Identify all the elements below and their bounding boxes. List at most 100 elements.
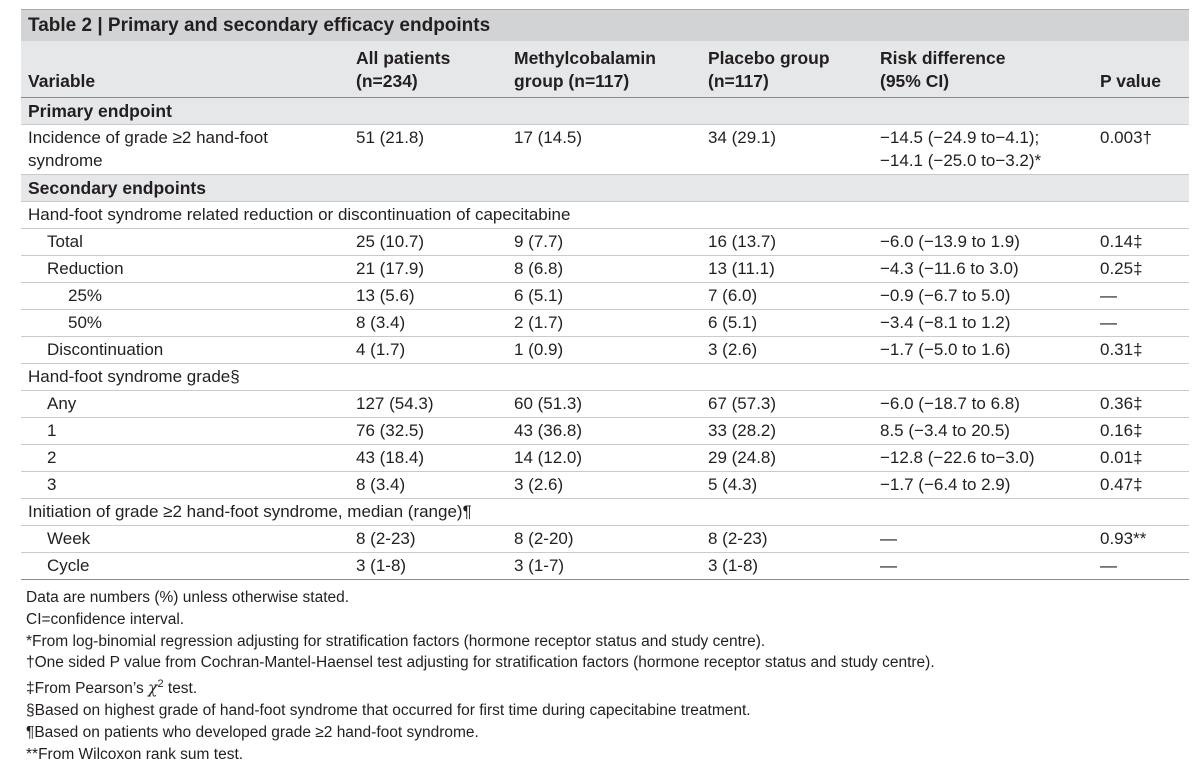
cell-placebo: 33 (28.2) bbox=[701, 417, 873, 445]
cell-risk: −3.4 (−8.1 to 1.2) bbox=[873, 309, 1093, 337]
table-row: 50% 8 (3.4) 2 (1.7) 6 (5.1) −3.4 (−8.1 t… bbox=[21, 309, 1189, 337]
cell-p: 0.36‡ bbox=[1093, 390, 1189, 418]
table-row: Discontinuation 4 (1.7) 1 (0.9) 3 (2.6) … bbox=[21, 336, 1189, 364]
table-row: Any 127 (54.3) 60 (51.3) 67 (57.3) −6.0 … bbox=[21, 390, 1189, 418]
cell-placebo: 6 (5.1) bbox=[701, 309, 873, 337]
cell-p: — bbox=[1093, 552, 1189, 580]
section-title: Secondary endpoints bbox=[21, 174, 1189, 202]
cell-variable: Reduction bbox=[21, 255, 349, 283]
header-placebo: Placebo group (n=117) bbox=[701, 41, 873, 98]
cell-all: 13 (5.6) bbox=[349, 282, 507, 310]
cell-risk: 8.5 (−3.4 to 20.5) bbox=[873, 417, 1093, 445]
cell-methyl: 6 (5.1) bbox=[507, 282, 701, 310]
cell-placebo: 67 (57.3) bbox=[701, 390, 873, 418]
efficacy-table: Variable All patients (n=234) Methylcobal… bbox=[21, 41, 1189, 580]
cell-risk: −6.0 (−13.9 to 1.9) bbox=[873, 228, 1093, 256]
cell-risk: −1.7 (−6.4 to 2.9) bbox=[873, 471, 1093, 499]
cell-methyl: 8 (6.8) bbox=[507, 255, 701, 283]
cell-p: 0.01‡ bbox=[1093, 444, 1189, 472]
cell-all: 25 (10.7) bbox=[349, 228, 507, 256]
header-p-value: P value bbox=[1093, 41, 1189, 98]
cell-methyl: 43 (36.8) bbox=[507, 417, 701, 445]
table-row: 1 76 (32.5) 43 (36.8) 33 (28.2) 8.5 (−3.… bbox=[21, 417, 1189, 445]
cell-variable: 2 bbox=[21, 444, 349, 472]
table-title: Table 2 | Primary and secondary efficacy… bbox=[21, 9, 1189, 41]
group-row: Hand-foot syndrome grade§ bbox=[21, 363, 1189, 391]
cell-risk: −12.8 (−22.6 to−3.0) bbox=[873, 444, 1093, 472]
cell-risk: −0.9 (−6.7 to 5.0) bbox=[873, 282, 1093, 310]
cell-p: 0.16‡ bbox=[1093, 417, 1189, 445]
footnote: *From log-binomial regression adjusting … bbox=[26, 632, 766, 650]
table-row: 3 8 (3.4) 3 (2.6) 5 (4.3) −1.7 (−6.4 to … bbox=[21, 471, 1189, 499]
cell-risk: −14.5 (−24.9 to−4.1); −14.1 (−25.0 to−3.2… bbox=[873, 124, 1093, 175]
efficacy-table-container: Table 2 | Primary and secondary efficacy… bbox=[21, 9, 1189, 766]
cell-variable: Incidence of grade ≥2 hand-foot syndrome bbox=[21, 124, 349, 175]
table-row: Incidence of grade ≥2 hand-foot syndrome … bbox=[21, 124, 1189, 175]
cell-all: 76 (32.5) bbox=[349, 417, 507, 445]
cell-p: 0.31‡ bbox=[1093, 336, 1189, 364]
cell-p: — bbox=[1093, 282, 1189, 310]
header-methylcobalamin: Methylcobalamin group (n=117) bbox=[507, 41, 701, 98]
cell-all: 51 (21.8) bbox=[349, 124, 507, 175]
cell-methyl: 17 (14.5) bbox=[507, 124, 701, 175]
group-title: Initiation of grade ≥2 hand-foot syndrom… bbox=[21, 498, 1189, 526]
cell-methyl: 8 (2-20) bbox=[507, 525, 701, 553]
cell-methyl: 1 (0.9) bbox=[507, 336, 701, 364]
group-row: Hand-foot syndrome related reduction or … bbox=[21, 201, 1189, 229]
footnote: §Based on highest grade of hand-foot syn… bbox=[26, 702, 751, 720]
cell-placebo: 34 (29.1) bbox=[701, 124, 873, 175]
cell-all: 8 (3.4) bbox=[349, 309, 507, 337]
cell-p: 0.47‡ bbox=[1093, 471, 1189, 499]
cell-placebo: 5 (4.3) bbox=[701, 471, 873, 499]
group-title: Hand-foot syndrome related reduction or … bbox=[21, 201, 1189, 229]
footnote: **From Wilcoxon rank sum test. bbox=[26, 745, 244, 763]
group-title: Hand-foot syndrome grade§ bbox=[21, 363, 1189, 391]
cell-variable: Any bbox=[21, 390, 349, 418]
table-row: Cycle 3 (1-8) 3 (1-7) 3 (1-8) — — bbox=[21, 552, 1189, 580]
header-row: Variable All patients (n=234) Methylcobal… bbox=[21, 41, 1189, 98]
cell-risk: — bbox=[873, 525, 1093, 553]
cell-methyl: 3 (1-7) bbox=[507, 552, 701, 580]
table-footnotes: Data are numbers (%) unless otherwise st… bbox=[21, 587, 1189, 766]
cell-placebo: 13 (11.1) bbox=[701, 255, 873, 283]
cell-variable: Total bbox=[21, 228, 349, 256]
header-risk-difference: Risk difference (95% CI) bbox=[873, 41, 1093, 98]
table-row: 25% 13 (5.6) 6 (5.1) 7 (6.0) −0.9 (−6.7 … bbox=[21, 282, 1189, 310]
cell-placebo: 3 (2.6) bbox=[701, 336, 873, 364]
section-row-secondary: Secondary endpoints bbox=[21, 174, 1189, 202]
cell-placebo: 3 (1-8) bbox=[701, 552, 873, 580]
cell-all: 43 (18.4) bbox=[349, 444, 507, 472]
cell-variable: Week bbox=[21, 525, 349, 553]
table-row: Reduction 21 (17.9) 8 (6.8) 13 (11.1) −4… bbox=[21, 255, 1189, 283]
section-title: Primary endpoint bbox=[21, 97, 1189, 125]
cell-all: 3 (1-8) bbox=[349, 552, 507, 580]
cell-placebo: 8 (2-23) bbox=[701, 525, 873, 553]
cell-variable: 1 bbox=[21, 417, 349, 445]
cell-p: 0.14‡ bbox=[1093, 228, 1189, 256]
cell-all: 4 (1.7) bbox=[349, 336, 507, 364]
header-variable: Variable bbox=[21, 41, 349, 98]
section-row-primary: Primary endpoint bbox=[21, 97, 1189, 125]
table-row: Week 8 (2-23) 8 (2-20) 8 (2-23) — 0.93** bbox=[21, 525, 1189, 553]
cell-all: 127 (54.3) bbox=[349, 390, 507, 418]
cell-placebo: 29 (24.8) bbox=[701, 444, 873, 472]
cell-risk: — bbox=[873, 552, 1093, 580]
cell-variable: Cycle bbox=[21, 552, 349, 580]
footnote: CI=confidence interval. bbox=[26, 610, 185, 628]
cell-p: 0.93** bbox=[1093, 525, 1189, 553]
table-row: Total 25 (10.7) 9 (7.7) 16 (13.7) −6.0 (… bbox=[21, 228, 1189, 256]
cell-all: 21 (17.9) bbox=[349, 255, 507, 283]
footnote: Data are numbers (%) unless otherwise st… bbox=[26, 589, 350, 606]
group-row: Initiation of grade ≥2 hand-foot syndrom… bbox=[21, 498, 1189, 526]
cell-placebo: 16 (13.7) bbox=[701, 228, 873, 256]
cell-methyl: 2 (1.7) bbox=[507, 309, 701, 337]
footnote: †One sided P value from Cochran-Mantel-H… bbox=[26, 654, 935, 672]
cell-p: 0.25‡ bbox=[1093, 255, 1189, 283]
table-row: 2 43 (18.4) 14 (12.0) 29 (24.8) −12.8 (−… bbox=[21, 444, 1189, 472]
cell-variable: 50% bbox=[21, 309, 349, 337]
cell-placebo: 7 (6.0) bbox=[701, 282, 873, 310]
cell-methyl: 14 (12.0) bbox=[507, 444, 701, 472]
cell-all: 8 (2-23) bbox=[349, 525, 507, 553]
cell-risk: −6.0 (−18.7 to 6.8) bbox=[873, 390, 1093, 418]
cell-methyl: 3 (2.6) bbox=[507, 471, 701, 499]
